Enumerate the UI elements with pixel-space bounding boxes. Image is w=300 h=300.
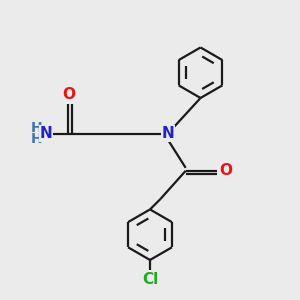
Text: O: O [62, 87, 75, 102]
Text: H: H [31, 121, 43, 135]
Text: N: N [40, 126, 52, 141]
Text: Cl: Cl [142, 272, 158, 287]
Text: H: H [31, 132, 43, 146]
Text: O: O [219, 163, 232, 178]
Text: N: N [161, 126, 174, 141]
